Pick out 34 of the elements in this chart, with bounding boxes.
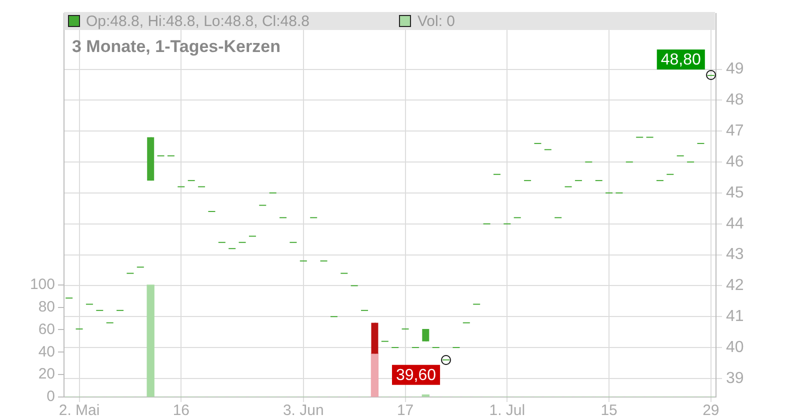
y2-tick-label: 60 (38, 320, 55, 338)
y-tick-label: 45 (726, 184, 744, 202)
y2-tick-label: 80 (38, 298, 55, 316)
annotation: 48,80 (660, 51, 702, 68)
x-tick-label: 17 (396, 402, 414, 420)
y-tick-label: 48 (726, 92, 744, 109)
x-tick-label: 1. Jul (489, 402, 526, 420)
candlestick (422, 328, 430, 342)
y-tick-label: 49 (726, 60, 744, 78)
x-tick-label: 2. Mai (58, 402, 100, 420)
x-tick-label: 16 (172, 402, 190, 420)
info-panel: Op:48.8, Hi:48.8, Lo:48.8, Cl:48.8 Vol: 0 (64, 12, 715, 30)
bar (370, 352, 379, 397)
y2-tick-label: 20 (38, 366, 55, 383)
bar (146, 284, 154, 397)
y2-tick-label: 100 (30, 276, 55, 294)
text: 3 Monate, 1-Tages-Kerzen (72, 37, 280, 57)
y-tick-label: 39 (726, 370, 744, 387)
y-tick-label: 43 (726, 246, 744, 264)
y-tick-label: 47 (726, 122, 744, 140)
y-tick-label: 44 (726, 215, 744, 232)
y2-tick-label: 40 (38, 343, 55, 360)
y-tick-label: 41 (726, 308, 744, 326)
y-tick-label: 40 (726, 338, 744, 356)
x-tick-label: 15 (600, 402, 618, 420)
x-tick-label: 3. Jun (282, 402, 324, 420)
x-tick-label: 29 (702, 402, 720, 420)
y-tick-label: 42 (726, 277, 744, 294)
y-tick-label: 46 (726, 153, 744, 170)
annotation: Op:48.8, Hi:48.8, Lo:48.8, Cl:48.8 (86, 12, 310, 30)
bar (422, 394, 430, 397)
annotation: 39,60 (396, 366, 436, 384)
y2-tick-label: 0 (46, 388, 55, 406)
annotation: Vol: 0 (417, 12, 456, 30)
